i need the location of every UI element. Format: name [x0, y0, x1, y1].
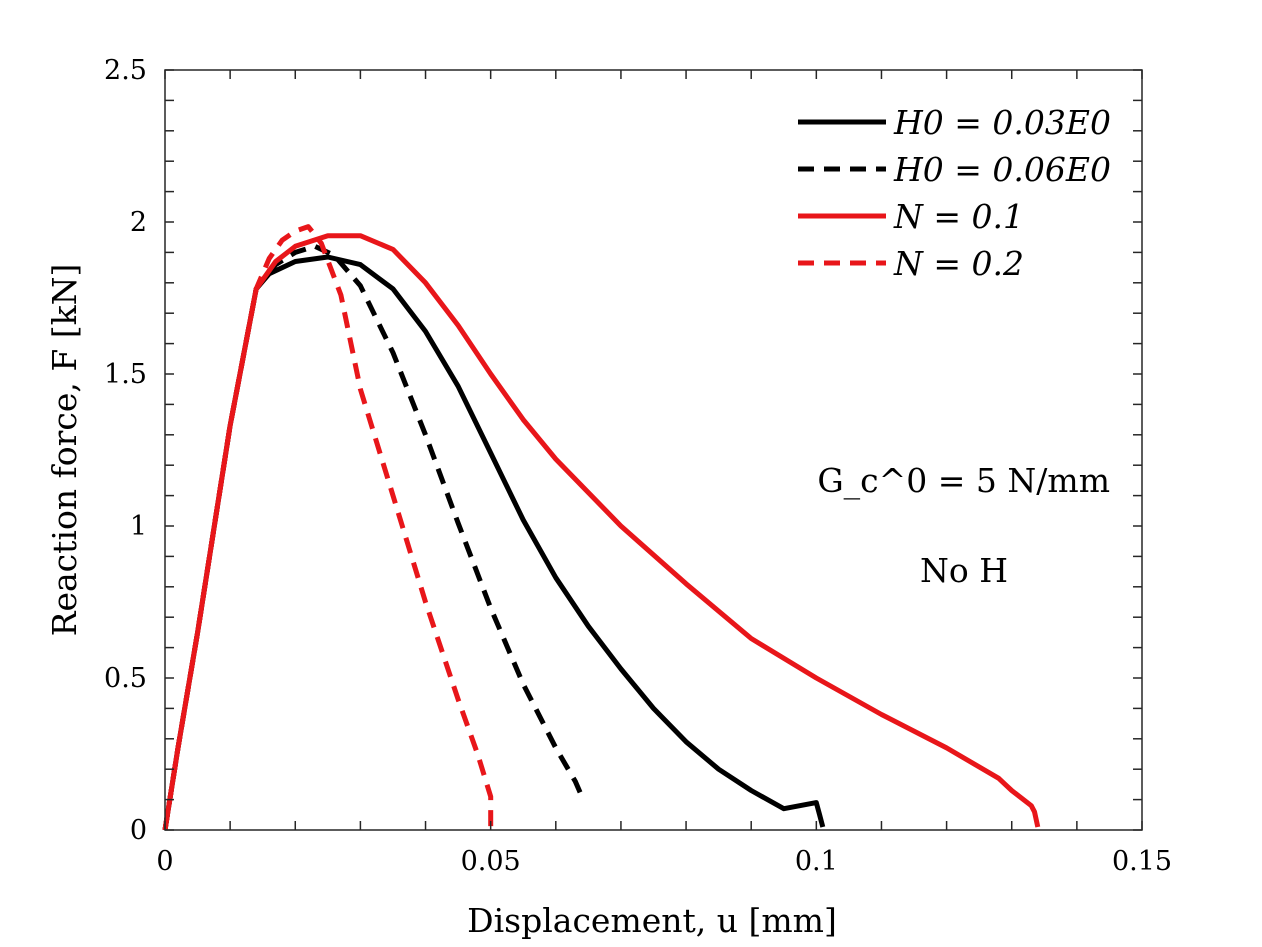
- legend-label-3: N = 0.1: [893, 197, 1024, 236]
- y-tick-label: 1: [130, 511, 147, 542]
- tick-layer: 0 0.05 0.1 0.15 0 0.5 1 1.5 2 2.5: [104, 55, 1172, 877]
- y-tick-label: 2.5: [104, 55, 147, 86]
- x-tick-label: 0.05: [461, 846, 521, 877]
- legend: H0 = 0.03E0 H0 = 0.06E0 N = 0.1 N = 0.2: [798, 103, 1111, 283]
- x-axis-label-text: Displacement, u [mm]: [467, 901, 837, 940]
- x-tick-label: 0.15: [1112, 846, 1172, 877]
- series-line-2: [162, 243, 585, 831]
- series-line-4: [162, 224, 494, 831]
- series-layer: [162, 224, 1041, 831]
- x-axis-label: Displacement, u [mm]: [467, 901, 837, 940]
- y-axis-label: Reaction force, F [kN]: [45, 264, 84, 637]
- legend-label-1: H0 = 0.03E0: [893, 103, 1111, 142]
- x-tick-label: 0: [156, 846, 173, 877]
- annotation-no-h: No H: [920, 551, 1008, 590]
- y-tick-label: 2: [130, 207, 147, 238]
- y-tick-label: 1.5: [104, 359, 147, 390]
- plot-frame: [164, 69, 1143, 831]
- series-line-3: [162, 233, 1041, 831]
- y-axis-label-text: Reaction force, F [kN]: [45, 264, 84, 637]
- y-tick-label: 0.5: [104, 663, 147, 694]
- legend-label-4: N = 0.2: [893, 244, 1024, 283]
- x-tick-label: 0.1: [795, 846, 838, 877]
- y-tick-label: 0: [130, 815, 147, 846]
- annotation-gc: G_c^0 = 5 N/mm: [817, 461, 1110, 501]
- series-line-1: [162, 254, 826, 831]
- legend-label-2: H0 = 0.06E0: [893, 150, 1111, 189]
